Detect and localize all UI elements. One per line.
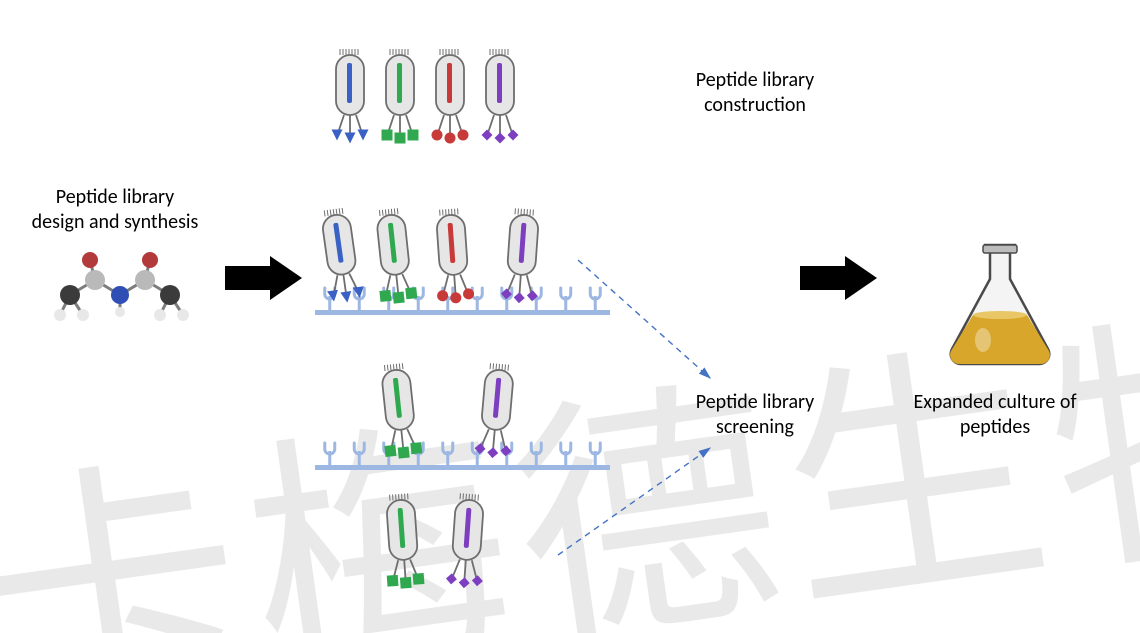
diagram-stage: 卡梅德生物 Peptide library design and synthes… (0, 0, 1140, 633)
arrow-2 (800, 256, 877, 300)
arrow-1 (225, 256, 302, 300)
diagram-svg (0, 0, 1140, 633)
dynamic-content (315, 49, 610, 590)
flask-icon (950, 245, 1050, 364)
dashed-arrow-1 (578, 260, 710, 378)
molecule-icon (54, 252, 189, 321)
dashed-arrow-2 (558, 448, 710, 555)
